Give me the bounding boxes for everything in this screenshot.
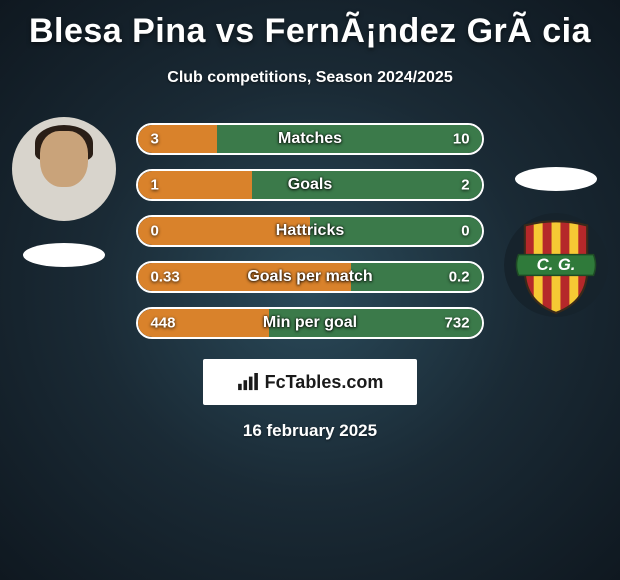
bar-value-left: 3 [150, 131, 158, 148]
subtitle: Club competitions, Season 2024/2025 [10, 69, 610, 87]
svg-text:C. G.: C. G. [536, 255, 575, 274]
bar-value-left: 0 [150, 223, 158, 240]
bar-fill-right [252, 171, 482, 199]
page-title: Blesa Pina vs FernÃ¡ndez GrÃ cia [10, 12, 610, 51]
player-left-avatar [12, 117, 116, 221]
player-right-col: C. G. [502, 167, 610, 317]
bar-label: Goals per match [247, 268, 372, 286]
bar-value-right: 732 [445, 315, 470, 332]
bar-value-right: 10 [453, 131, 470, 148]
bar-value-left: 448 [150, 315, 175, 332]
stat-bar: 448 732 Min per goal [136, 307, 483, 339]
comparison-row: 3 10 Matches 1 2 Goals 0 0 Hattricks 0.33 0.2 Goals… [10, 117, 610, 339]
bar-label: Matches [278, 130, 342, 148]
bar-fill-right [217, 125, 481, 153]
footer-logo-text: FcTables.com [265, 372, 384, 393]
bar-value-right: 0.2 [449, 269, 470, 286]
player-left-oval [23, 243, 105, 267]
bar-value-right: 2 [461, 177, 469, 194]
bar-value-right: 0 [461, 223, 469, 240]
player-right-oval [515, 167, 597, 191]
crest-svg: C. G. [504, 213, 608, 317]
stat-bars: 3 10 Matches 1 2 Goals 0 0 Hattricks 0.33 0.2 Goals… [136, 123, 483, 339]
chart-icon [237, 373, 259, 391]
stat-bar: 0.33 0.2 Goals per match [136, 261, 483, 293]
player-right-crest: C. G. [504, 213, 608, 317]
bar-value-left: 1 [150, 177, 158, 194]
stat-bar: 1 2 Goals [136, 169, 483, 201]
bar-label: Goals [288, 176, 332, 194]
stat-bar: 3 10 Matches [136, 123, 483, 155]
bar-value-left: 0.33 [150, 269, 179, 286]
footer-logo: FcTables.com [203, 359, 417, 405]
bar-label: Min per goal [263, 314, 357, 332]
stat-bar: 0 0 Hattricks [136, 215, 483, 247]
date-text: 16 february 2025 [10, 421, 610, 441]
player-left-col [10, 117, 118, 267]
bar-label: Hattricks [276, 222, 344, 240]
